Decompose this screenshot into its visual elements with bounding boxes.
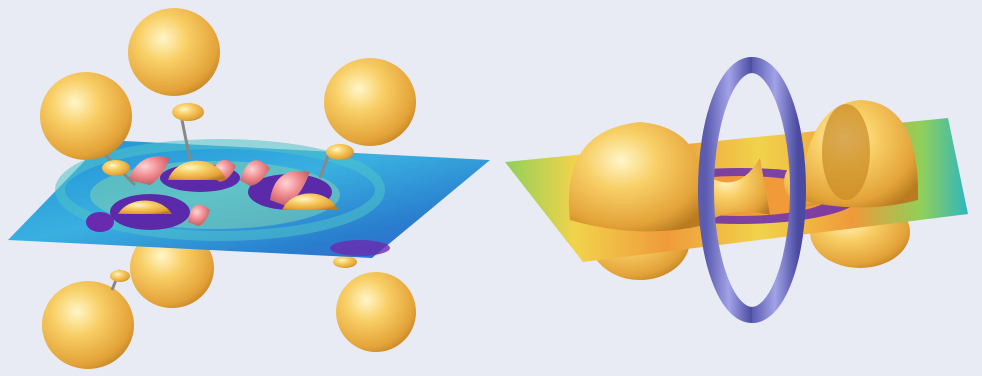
pink-lobe (270, 170, 310, 206)
gold-neck (700, 158, 770, 222)
gold-hemisphere (118, 200, 172, 214)
sphere-lower-left (42, 281, 134, 369)
sphere-upper-left (40, 72, 132, 160)
gold-hemisphere (168, 160, 226, 180)
sphere-upper-mid (128, 8, 220, 96)
sphere-upper-right (324, 58, 416, 146)
left-molecule-panel (8, 8, 490, 369)
right-molecule-panel (505, 57, 968, 323)
pink-lobe (128, 156, 170, 185)
sphere-lower-right (336, 272, 416, 352)
pink-lobe (240, 160, 270, 186)
ring-torus (751, 57, 806, 323)
gold-dome-left (568, 122, 707, 232)
gold-hemisphere (282, 193, 338, 210)
pink-lobe (188, 204, 210, 226)
